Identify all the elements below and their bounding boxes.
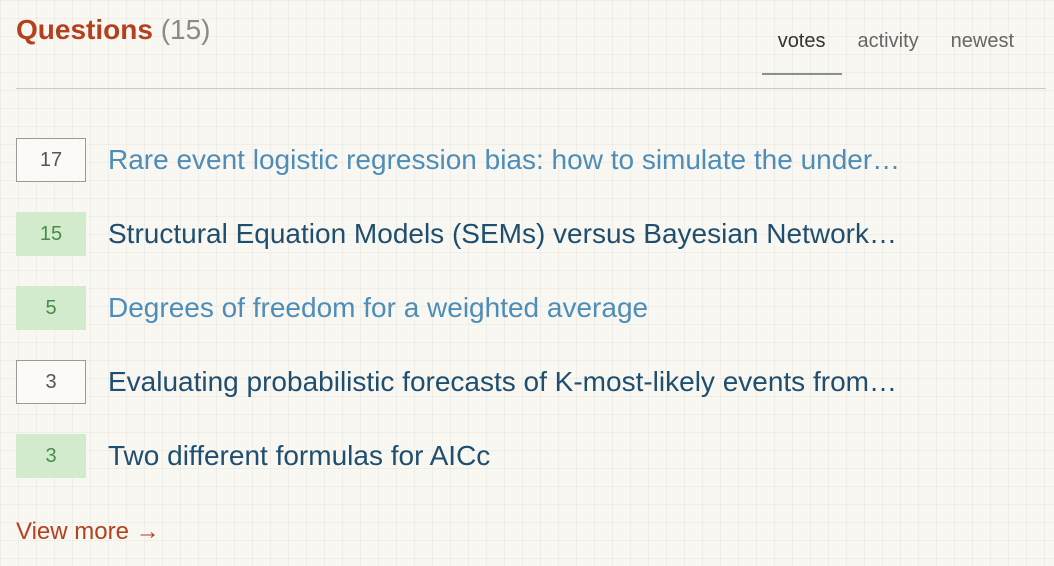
question-link[interactable]: Evaluating probabilistic forecasts of K-… xyxy=(108,366,897,397)
question-list: 17 Rare event logistic regression bias: … xyxy=(16,137,1016,507)
vote-count: 3 xyxy=(16,434,86,478)
question-link[interactable]: Structural Equation Models (SEMs) versus… xyxy=(108,218,897,249)
question-link[interactable]: Degrees of freedom for a weighted averag… xyxy=(108,292,649,323)
list-item: 3 Two different formulas for AICc xyxy=(16,433,1016,479)
sort-tabs: votes activity newest xyxy=(761,28,1030,75)
vote-count: 3 xyxy=(16,360,86,404)
vote-count: 5 xyxy=(16,286,86,330)
question-count: (15) xyxy=(160,14,211,45)
list-item: 15 Structural Equation Models (SEMs) ver… xyxy=(16,211,1016,257)
tab-activity[interactable]: activity xyxy=(857,30,919,52)
view-more-link[interactable]: View more → xyxy=(16,518,160,545)
list-item: 3 Evaluating probabilistic forecasts of … xyxy=(16,359,1016,405)
question-link[interactable]: Two different formulas for AICc xyxy=(108,440,491,471)
question-link[interactable]: Rare event logistic regression bias: how… xyxy=(108,144,901,175)
vote-count: 15 xyxy=(16,212,86,256)
tab-newest[interactable]: newest xyxy=(950,30,1014,52)
list-item: 5 Degrees of freedom for a weighted aver… xyxy=(16,285,1016,331)
vote-count: 17 xyxy=(16,138,86,182)
questions-header: Questions (15) xyxy=(16,12,211,48)
list-item: 17 Rare event logistic regression bias: … xyxy=(16,137,1016,183)
page-title: Questions xyxy=(16,14,153,45)
header-divider xyxy=(16,88,1046,89)
tab-votes[interactable]: votes xyxy=(761,28,842,75)
